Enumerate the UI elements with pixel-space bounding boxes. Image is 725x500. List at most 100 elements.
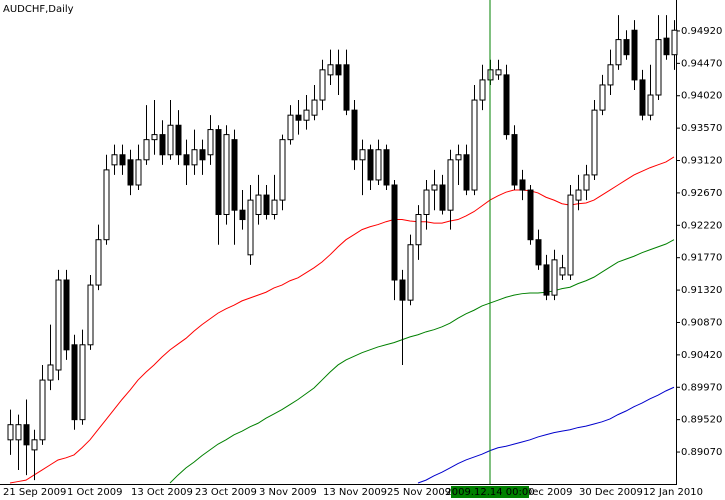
candle-body: [263, 194, 270, 216]
candle-body: [207, 129, 214, 156]
candle-body: [255, 194, 262, 216]
candle-body: [127, 159, 134, 186]
candle-body: [39, 379, 46, 441]
candle-body: [215, 129, 222, 216]
y-tick-label: 0.92220: [681, 220, 722, 231]
x-tick-label: 1 Oct 2009: [67, 487, 122, 498]
candle-body: [399, 279, 406, 301]
candle-body: [231, 139, 238, 211]
candle-body: [383, 149, 390, 186]
candle-body: [503, 74, 510, 136]
candle-body: [607, 64, 614, 86]
crosshair-label: 2009.12.14 00:00: [445, 487, 534, 498]
moving-average-line: [417, 386, 675, 484]
y-tick-label: 0.89520: [681, 415, 722, 426]
candle-body: [567, 194, 574, 276]
candle-body: [447, 159, 454, 211]
y-tick-label: 0.94020: [681, 91, 722, 102]
y-tick-label: 0.90870: [681, 317, 722, 328]
candle-body: [23, 424, 30, 446]
candle-body: [303, 109, 310, 121]
candle-body: [167, 124, 174, 156]
y-tick-label: 0.93120: [681, 156, 722, 167]
candle-body: [407, 244, 414, 301]
y-tick-label: 0.91320: [681, 285, 722, 296]
y-tick-label: 0.94470: [681, 58, 722, 69]
candle-body: [31, 439, 38, 451]
x-tick-label: 3 Nov 2009: [259, 487, 317, 498]
x-tick-label: 13 Oct 2009: [131, 487, 193, 498]
candle-body: [359, 149, 366, 161]
candle-body: [511, 134, 518, 186]
candle-body: [551, 259, 558, 296]
candle-body: [527, 189, 534, 241]
candle-body: [615, 39, 622, 66]
candle-body: [191, 149, 198, 166]
candle-body: [543, 264, 550, 296]
y-tick-label: 0.89970: [681, 382, 722, 393]
candle-body: [319, 69, 326, 101]
candle-body: [463, 154, 470, 191]
candle-body: [575, 189, 582, 201]
candle-body: [471, 99, 478, 191]
candle-body: [55, 279, 62, 371]
candle-body: [223, 134, 230, 216]
candle-body: [311, 99, 318, 116]
candle-body: [671, 29, 678, 56]
candle-body: [183, 154, 190, 166]
candle-body: [151, 134, 158, 141]
candle-body: [143, 139, 150, 161]
candle-body: [663, 37, 670, 56]
candle-body: [495, 69, 502, 76]
candle-body: [519, 179, 526, 191]
candle-body: [351, 109, 358, 161]
candle-body: [79, 344, 86, 421]
candle-body: [431, 184, 438, 191]
candle-body: [271, 199, 278, 216]
y-tick-label: 0.92670: [681, 188, 722, 199]
candle-body: [439, 184, 446, 211]
x-tick-label: 21 Sep 2009: [3, 487, 66, 498]
candle-body: [367, 149, 374, 181]
candle-body: [391, 184, 398, 281]
x-tick-label: 13 Nov 2009: [323, 487, 387, 498]
y-tick-label: 0.91770: [681, 253, 722, 264]
candle-body: [15, 424, 22, 441]
candle-body: [599, 84, 606, 111]
candle-body: [199, 149, 206, 161]
moving-average-line: [9, 156, 675, 484]
candle-body: [639, 79, 646, 116]
x-tick-label: 23 Oct 2009: [195, 487, 257, 498]
y-tick-label: 0.93570: [681, 123, 722, 134]
candle-body: [7, 424, 14, 441]
crosshair-label-box: [451, 486, 529, 498]
candle-body: [327, 64, 334, 76]
x-tick-label: 30 Dec 2009: [579, 487, 643, 498]
candle-body: [47, 364, 54, 381]
candle-body: [135, 159, 142, 186]
candle-body: [63, 279, 70, 351]
candle-body: [111, 154, 118, 166]
y-tick-label: 0.90420: [681, 350, 722, 361]
x-tick-label: 7 Dec 2009: [515, 487, 573, 498]
candle-body: [631, 29, 638, 81]
candle-body: [103, 169, 110, 241]
candle-body: [335, 64, 342, 76]
candle-body: [535, 239, 542, 266]
candle-body: [295, 114, 302, 121]
candle-body: [583, 174, 590, 191]
y-tick-label: 0.94920: [681, 26, 722, 37]
candle-body: [655, 39, 662, 96]
candle-body: [455, 154, 462, 161]
candle-body: [479, 79, 486, 101]
candle-body: [71, 344, 78, 421]
candle-body: [647, 94, 654, 116]
candle-body: [247, 199, 254, 256]
y-tick-label: 0.89070: [681, 447, 722, 458]
moving-average-line: [169, 239, 675, 484]
candle-body: [559, 267, 566, 276]
chart-title: AUDCHF,Daily: [3, 4, 74, 15]
candle-body: [279, 139, 286, 201]
